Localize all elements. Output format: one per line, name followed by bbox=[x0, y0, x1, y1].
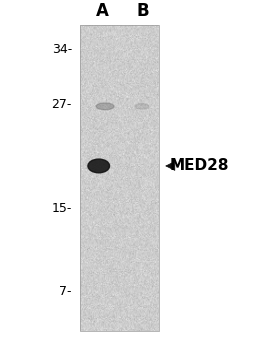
Text: A: A bbox=[96, 2, 109, 20]
Text: MED28: MED28 bbox=[170, 158, 230, 174]
Bar bbox=[80, 25, 158, 331]
Ellipse shape bbox=[135, 104, 149, 109]
Text: 27-: 27- bbox=[52, 98, 72, 111]
Text: 34-: 34- bbox=[52, 43, 72, 56]
Ellipse shape bbox=[96, 103, 114, 110]
Text: B: B bbox=[137, 2, 150, 20]
Ellipse shape bbox=[88, 159, 110, 173]
Text: 7-: 7- bbox=[59, 285, 72, 298]
Text: 15-: 15- bbox=[52, 202, 72, 215]
